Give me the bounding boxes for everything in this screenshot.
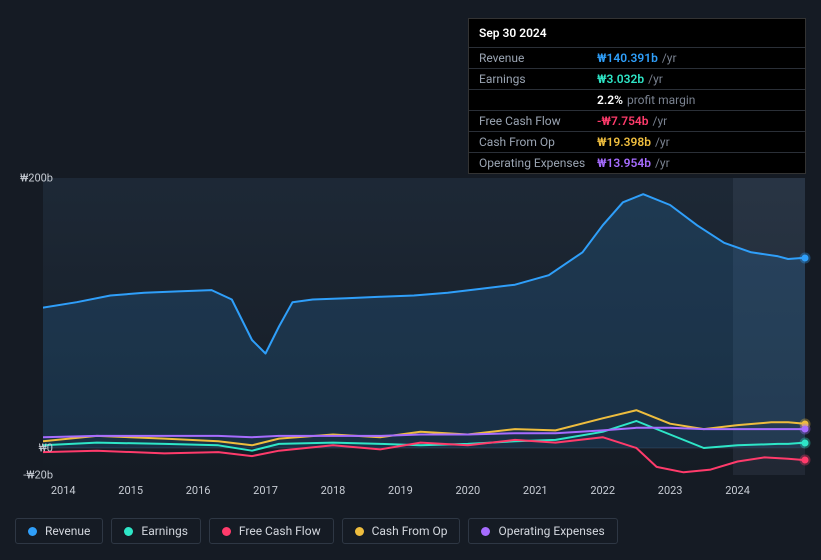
tooltip-row: Cash From Op₩19.398b/yr [469,131,805,152]
legend-swatch [124,527,133,536]
x-axis-tick: 2017 [253,484,278,497]
tooltip-row-label: Free Cash Flow [479,114,597,128]
tooltip-row-suffix: /yr [662,51,677,65]
tooltip-date: Sep 30 2024 [469,19,805,47]
financials-chart[interactable]: ₩200b ₩0 -₩20b 2014 2015 2016 2017 2018 2019 202… [15,158,805,502]
tooltip-row-suffix: /yr [648,72,663,86]
y-axis-label: ₩200b [15,172,53,185]
y-axis-label: ₩0 [15,442,53,455]
chart-plot[interactable] [43,178,805,475]
x-axis-tick: 2022 [590,484,615,497]
tooltip-sub-value: 2.2% [597,93,623,107]
legend-item[interactable]: Cash From Op [342,518,461,544]
legend-item[interactable]: Operating Expenses [468,518,617,544]
tooltip-row-suffix: /yr [655,135,670,149]
x-axis: 2014 2015 2016 2017 2018 2019 2020 2021 2022 2023… [43,484,805,500]
x-axis-tick: 2015 [118,484,143,497]
x-axis-tick: 2023 [658,484,683,497]
tooltip-row-value: ₩19.398b [597,135,651,149]
series-end-dot [802,254,809,261]
series-end-dot [802,439,809,446]
legend-swatch [481,527,490,536]
legend-swatch [222,527,231,536]
tooltip-subrow: 2.2% profit margin [469,89,805,110]
tooltip-sub-text: profit margin [627,93,695,107]
x-axis-tick: 2014 [51,484,76,497]
tooltip-row-value: ₩140.391b [597,51,658,65]
tooltip-row: Free Cash Flow-₩7.754b/yr [469,110,805,131]
tooltip-row-value: -₩7.754b [597,114,649,128]
tooltip-row-value: ₩3.032b [597,72,644,86]
legend-item[interactable]: Revenue [15,518,103,544]
x-axis-tick: 2024 [725,484,750,497]
tooltip-row-label: Earnings [479,72,597,86]
legend-swatch [28,527,37,536]
legend-label: Earnings [141,524,188,538]
x-axis-tick: 2020 [455,484,480,497]
legend-label: Cash From Op [372,524,448,538]
legend-item[interactable]: Free Cash Flow [209,518,334,544]
x-axis-tick: 2016 [186,484,211,497]
data-tooltip: Sep 30 2024 Revenue₩140.391b/yrEarnings₩… [468,18,806,174]
tooltip-row-label: Revenue [479,51,597,65]
series-end-dot [802,457,809,464]
legend-label: Revenue [45,524,90,538]
legend-swatch [355,527,364,536]
x-axis-tick: 2018 [321,484,346,497]
legend-label: Operating Expenses [498,524,604,538]
tooltip-row: Earnings₩3.032b/yr [469,68,805,89]
legend-item[interactable]: Earnings [111,518,201,544]
tooltip-row-suffix: /yr [653,114,668,128]
tooltip-row-label: Cash From Op [479,135,597,149]
chart-svg [43,178,805,475]
chart-legend: Revenue Earnings Free Cash Flow Cash From O… [15,518,618,544]
tooltip-row: Revenue₩140.391b/yr [469,47,805,68]
y-axis-label: -₩20b [15,469,53,482]
x-axis-tick: 2019 [388,484,413,497]
series-end-dot [802,426,809,433]
legend-label: Free Cash Flow [239,524,321,538]
x-axis-tick: 2021 [523,484,548,497]
